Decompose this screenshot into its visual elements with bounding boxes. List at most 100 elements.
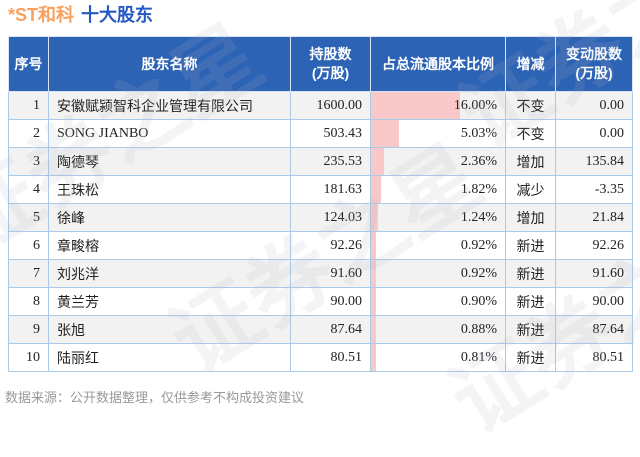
cell-shareholder-name: 陶德琴 [48, 147, 291, 176]
cell-rank: 3 [8, 147, 49, 176]
cell-change-type: 不变 [505, 91, 556, 120]
percent-bar [371, 92, 461, 119]
percent-value: 0.92% [460, 237, 497, 253]
cell-percent-of-float: 0.92% [370, 259, 506, 288]
cell-shares-held: 503.43 [290, 119, 371, 148]
cell-change-shares: 92.26 [555, 231, 633, 260]
cell-percent-of-float: 16.00% [370, 91, 506, 120]
percent-bar [371, 120, 399, 147]
table-row: 9 张旭 87.64 0.88% 新进 87.64 [8, 315, 633, 344]
column-header: 持股数 (万股) [290, 36, 371, 92]
table-row: 6 章畯榕 92.26 0.92% 新进 92.26 [8, 231, 633, 260]
cell-change-type: 新进 [505, 231, 556, 260]
cell-rank: 9 [8, 315, 49, 344]
cell-rank: 2 [8, 119, 49, 148]
cell-percent-of-float: 0.92% [370, 231, 506, 260]
percent-bar [371, 176, 382, 203]
cell-shares-held: 235.53 [290, 147, 371, 176]
percent-value: 0.81% [460, 349, 497, 365]
column-header: 增减 [505, 36, 556, 92]
page-title: *ST和科 十大股东 [8, 3, 153, 27]
cell-shares-held: 87.64 [290, 315, 371, 344]
cell-percent-of-float: 5.03% [370, 119, 506, 148]
cell-shares-held: 91.60 [290, 259, 371, 288]
percent-bar [371, 204, 378, 231]
cell-shareholder-name: 章畯榕 [48, 231, 291, 260]
stock-name: *ST和科 [8, 5, 75, 25]
cell-change-type: 不变 [505, 119, 556, 148]
cell-rank: 8 [8, 287, 49, 316]
data-source-note: 数据来源：公开数据整理，仅供参考不构成投资建议 [5, 390, 305, 405]
cell-rank: 5 [8, 203, 49, 232]
column-header: 变动股数 (万股) [555, 36, 633, 92]
cell-change-type: 新进 [505, 287, 556, 316]
table-row: 7 刘兆洋 91.60 0.92% 新进 91.60 [8, 259, 633, 288]
cell-change-shares: 0.00 [555, 119, 633, 148]
cell-percent-of-float: 0.81% [370, 343, 506, 372]
cell-percent-of-float: 0.90% [370, 287, 506, 316]
column-header: 序号 [8, 36, 49, 92]
shareholders-table: 序号 股东名称 持股数 (万股) 占总流通股本比例 增减 变动股数 (万股) 1 安徽赋颍智科企… [8, 36, 633, 372]
table-row: 5 徐峰 124.03 1.24% 增加 21.84 [8, 203, 633, 232]
percent-bar [371, 316, 376, 343]
cell-rank: 4 [8, 175, 49, 204]
cell-change-type: 减少 [505, 175, 556, 204]
percent-value: 0.92% [460, 265, 497, 281]
section-title: 十大股东 [81, 5, 154, 25]
cell-shareholder-name: 陆丽红 [48, 343, 291, 372]
cell-shareholder-name: 刘兆洋 [48, 259, 291, 288]
cell-shareholder-name: 徐峰 [48, 203, 291, 232]
percent-bar [371, 148, 385, 175]
cell-rank: 7 [8, 259, 49, 288]
cell-change-type: 新进 [505, 259, 556, 288]
cell-rank: 1 [8, 91, 49, 120]
cell-change-shares: 0.00 [555, 91, 633, 120]
table-row: 4 王珠松 181.63 1.82% 减少 -3.35 [8, 175, 633, 204]
table-row: 2 SONG JIANBO 503.43 5.03% 不变 0.00 [8, 119, 633, 148]
cell-change-shares: -3.35 [555, 175, 633, 204]
table-row: 8 黄兰芳 90.00 0.90% 新进 90.00 [8, 287, 633, 316]
cell-change-shares: 87.64 [555, 315, 633, 344]
cell-percent-of-float: 2.36% [370, 147, 506, 176]
percent-value: 1.82% [460, 181, 497, 197]
cell-shares-held: 80.51 [290, 343, 371, 372]
cell-change-type: 新进 [505, 343, 556, 372]
cell-change-shares: 80.51 [555, 343, 633, 372]
table-header-row: 序号 股东名称 持股数 (万股) 占总流通股本比例 增减 变动股数 (万股) [8, 36, 633, 92]
cell-shareholder-name: 黄兰芳 [48, 287, 291, 316]
percent-value: 5.03% [460, 125, 497, 141]
percent-bar [371, 260, 377, 287]
cell-rank: 6 [8, 231, 49, 260]
cell-percent-of-float: 0.88% [370, 315, 506, 344]
cell-shares-held: 181.63 [290, 175, 371, 204]
table-row: 1 安徽赋颍智科企业管理有限公司 1600.00 16.00% 不变 0.00 [8, 91, 633, 120]
cell-change-shares: 90.00 [555, 287, 633, 316]
percent-bar [371, 232, 377, 259]
cell-rank: 10 [8, 343, 49, 372]
percent-value: 0.88% [460, 321, 497, 337]
percent-value: 1.24% [460, 209, 497, 225]
column-header: 股东名称 [48, 36, 291, 92]
cell-shareholder-name: 王珠松 [48, 175, 291, 204]
percent-bar [371, 288, 376, 315]
table-row: 10 陆丽红 80.51 0.81% 新进 80.51 [8, 343, 633, 372]
cell-change-type: 增加 [505, 203, 556, 232]
column-header: 占总流通股本比例 [370, 36, 506, 92]
cell-shares-held: 1600.00 [290, 91, 371, 120]
cell-percent-of-float: 1.82% [370, 175, 506, 204]
cell-percent-of-float: 1.24% [370, 203, 506, 232]
cell-shares-held: 92.26 [290, 231, 371, 260]
cell-change-shares: 135.84 [555, 147, 633, 176]
percent-bar [371, 344, 376, 371]
cell-shareholder-name: SONG JIANBO [48, 119, 291, 148]
cell-change-type: 增加 [505, 147, 556, 176]
percent-value: 2.36% [460, 153, 497, 169]
cell-shareholder-name: 安徽赋颍智科企业管理有限公司 [48, 91, 291, 120]
cell-change-shares: 91.60 [555, 259, 633, 288]
percent-value: 0.90% [460, 293, 497, 309]
percent-value: 16.00% [453, 97, 497, 113]
cell-change-type: 新进 [505, 315, 556, 344]
cell-shareholder-name: 张旭 [48, 315, 291, 344]
table-row: 3 陶德琴 235.53 2.36% 增加 135.84 [8, 147, 633, 176]
cell-shares-held: 90.00 [290, 287, 371, 316]
